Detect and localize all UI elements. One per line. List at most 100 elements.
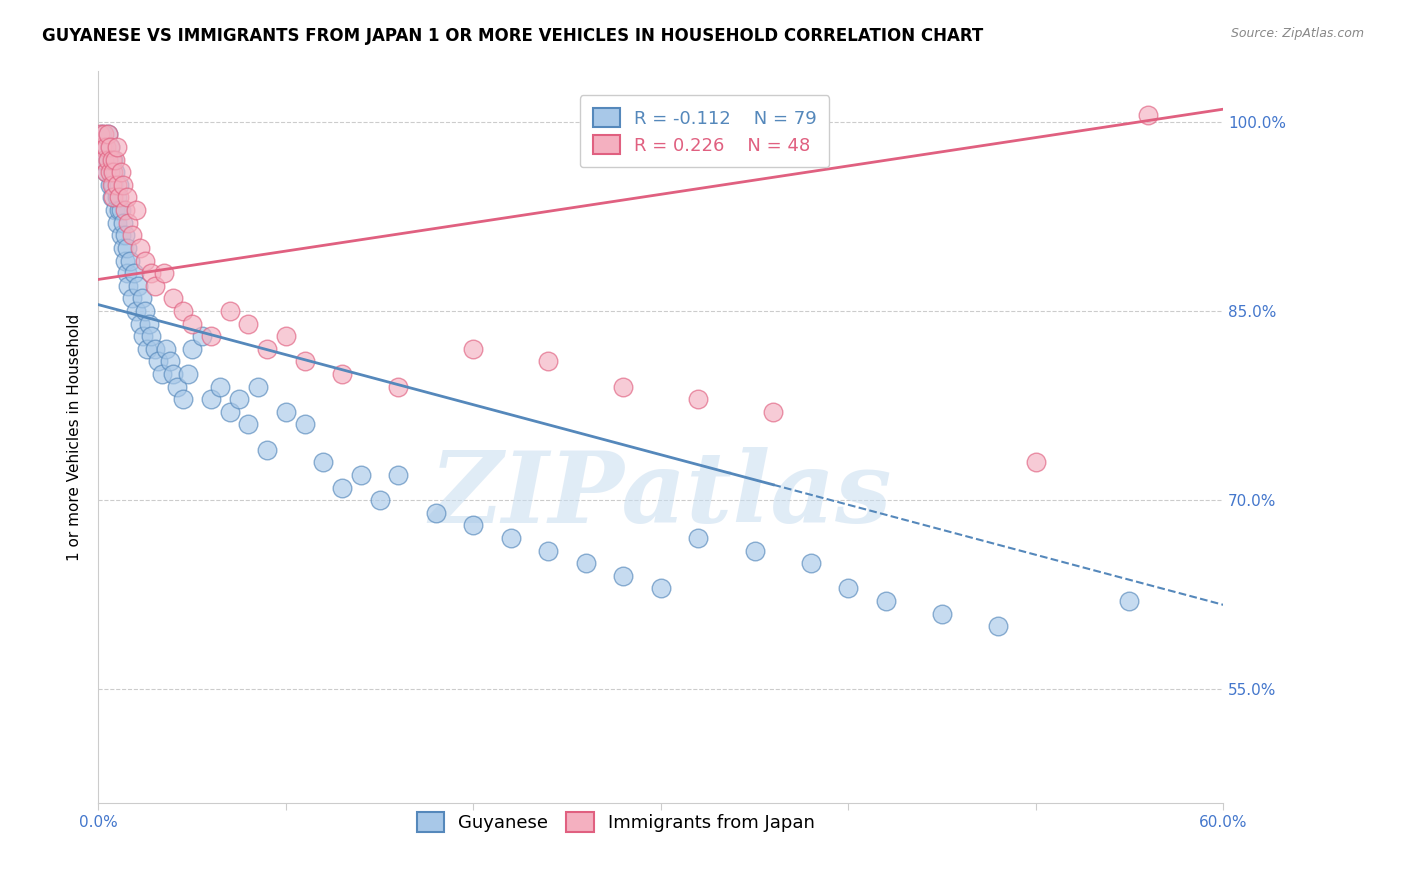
Point bbox=[105, 216, 128, 230]
Point bbox=[238, 317, 260, 331]
Point bbox=[312, 455, 335, 469]
Point bbox=[688, 531, 710, 545]
Point bbox=[105, 140, 128, 154]
Point bbox=[100, 165, 122, 179]
Legend: Guyanese, Immigrants from Japan: Guyanese, Immigrants from Japan bbox=[404, 800, 828, 845]
Point bbox=[93, 153, 115, 167]
Point bbox=[97, 128, 120, 142]
Point bbox=[108, 190, 131, 204]
Point bbox=[350, 467, 373, 482]
Text: ZIPatlas: ZIPatlas bbox=[430, 448, 891, 544]
Point bbox=[125, 203, 148, 218]
Point bbox=[218, 405, 240, 419]
Point bbox=[575, 556, 598, 570]
Point bbox=[114, 228, 136, 243]
Point bbox=[155, 342, 177, 356]
Point bbox=[987, 619, 1010, 633]
Point bbox=[98, 178, 121, 192]
Point bbox=[117, 278, 139, 293]
Point bbox=[228, 392, 250, 407]
Point bbox=[181, 342, 204, 356]
Point bbox=[115, 190, 138, 204]
Point bbox=[499, 531, 522, 545]
Point bbox=[139, 329, 162, 343]
Point bbox=[330, 367, 353, 381]
Point bbox=[97, 128, 120, 142]
Point bbox=[688, 392, 710, 407]
Point bbox=[537, 543, 560, 558]
Point bbox=[89, 153, 111, 167]
Point bbox=[153, 266, 176, 280]
Point bbox=[110, 165, 132, 179]
Point bbox=[94, 140, 117, 154]
Point bbox=[837, 582, 859, 596]
Point bbox=[105, 178, 128, 192]
Point bbox=[200, 392, 222, 407]
Point bbox=[256, 342, 278, 356]
Point bbox=[463, 518, 485, 533]
Point bbox=[100, 153, 122, 167]
Point bbox=[762, 405, 785, 419]
Point bbox=[125, 304, 148, 318]
Point bbox=[131, 291, 153, 305]
Point bbox=[172, 304, 194, 318]
Point bbox=[246, 379, 269, 393]
Point bbox=[115, 266, 138, 280]
Point bbox=[150, 367, 173, 381]
Point bbox=[104, 165, 127, 179]
Point bbox=[104, 153, 127, 167]
Point bbox=[256, 442, 278, 457]
Text: Source: ZipAtlas.com: Source: ZipAtlas.com bbox=[1230, 27, 1364, 40]
Point bbox=[110, 203, 132, 218]
Point bbox=[111, 216, 134, 230]
Point bbox=[177, 367, 200, 381]
Point bbox=[103, 178, 125, 192]
Point bbox=[134, 304, 156, 318]
Point bbox=[94, 165, 117, 179]
Point bbox=[1118, 594, 1140, 608]
Point bbox=[122, 266, 145, 280]
Point bbox=[138, 317, 160, 331]
Point bbox=[105, 190, 128, 204]
Point bbox=[387, 467, 409, 482]
Point bbox=[121, 228, 143, 243]
Point bbox=[114, 253, 136, 268]
Point bbox=[89, 128, 111, 142]
Point bbox=[108, 178, 131, 192]
Point bbox=[94, 165, 117, 179]
Point bbox=[744, 543, 766, 558]
Point bbox=[537, 354, 560, 368]
Point bbox=[209, 379, 232, 393]
Point bbox=[100, 190, 122, 204]
Point bbox=[650, 582, 672, 596]
Point bbox=[166, 379, 188, 393]
Point bbox=[294, 417, 316, 432]
Point bbox=[100, 178, 122, 192]
Point bbox=[93, 128, 115, 142]
Point bbox=[218, 304, 240, 318]
Point bbox=[117, 216, 139, 230]
Point bbox=[190, 329, 212, 343]
Point bbox=[114, 203, 136, 218]
Point bbox=[120, 253, 142, 268]
Point bbox=[103, 190, 125, 204]
Point bbox=[103, 165, 125, 179]
Point bbox=[127, 278, 149, 293]
Point bbox=[132, 329, 155, 343]
Point bbox=[612, 379, 634, 393]
Point bbox=[1025, 455, 1047, 469]
Point bbox=[1137, 108, 1160, 122]
Point bbox=[274, 329, 297, 343]
Point bbox=[110, 228, 132, 243]
Point bbox=[128, 317, 150, 331]
Point bbox=[98, 165, 121, 179]
Point bbox=[108, 203, 131, 218]
Point bbox=[162, 367, 184, 381]
Point bbox=[931, 607, 953, 621]
Point bbox=[134, 253, 156, 268]
Point bbox=[139, 266, 162, 280]
Point bbox=[172, 392, 194, 407]
Point bbox=[387, 379, 409, 393]
Point bbox=[148, 354, 170, 368]
Point bbox=[143, 278, 166, 293]
